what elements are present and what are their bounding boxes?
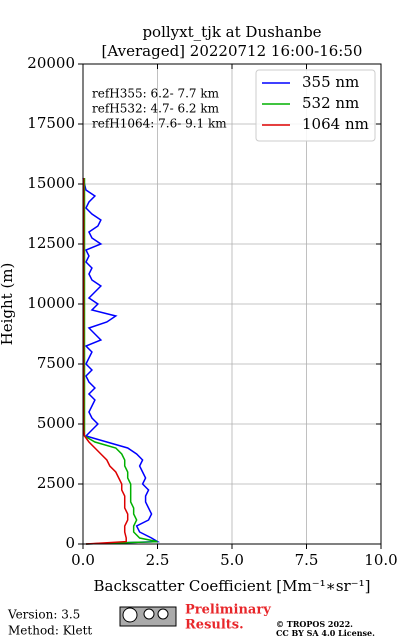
y-tick-label: 10000 [27,294,75,312]
license: CC BY SA 4.0 License. [276,628,375,638]
profile-line [83,178,158,545]
annotation: refH1064: 7.6- 9.1 km [92,117,227,131]
y-tick-label: 0 [65,534,75,552]
x-tick-label: 2.5 [146,551,170,569]
method: Method: Klett [8,624,92,638]
y-tick-label: 12500 [27,234,75,252]
x-tick-label: 10.0 [364,551,397,569]
preliminary: Preliminary [185,603,271,618]
x-axis-label: Backscatter Coefficient [Mm⁻¹∗sr⁻¹] [94,577,371,595]
y-tick-label: 7500 [37,354,75,372]
y-tick-label: 20000 [27,54,75,72]
preliminary: Results. [185,618,244,633]
plot-frame [82,63,382,545]
legend-label: 1064 nm [302,115,369,133]
chart-subtitle: [Averaged] 20220712 16:00-16:50 [102,42,363,60]
y-tick-label: 5000 [37,414,75,432]
y-tick-label: 17500 [27,114,75,132]
y-tick-label: 15000 [27,174,75,192]
x-tick-label: 0.0 [71,551,95,569]
version: Version: 3.5 [7,608,80,622]
y-tick-label: 2500 [37,474,75,492]
chart-title: pollyxt_tjk at Dushanbe [142,23,321,41]
x-tick-label: 7.5 [295,551,319,569]
cc-badge [119,606,177,627]
legend-box [255,69,376,142]
profile-line [82,177,161,545]
x-tick-label: 5.0 [220,551,244,569]
legend-label: 532 nm [302,94,359,112]
y-axis-label: Height (m) [0,263,16,346]
legend-label: 355 nm [302,73,359,91]
profile-line [82,178,129,545]
annotation: refH355: 6.2- 7.7 km [92,87,220,101]
copyright: © TROPOS 2022. [276,619,353,629]
annotation: refH532: 4.7- 6.2 km [92,102,220,116]
